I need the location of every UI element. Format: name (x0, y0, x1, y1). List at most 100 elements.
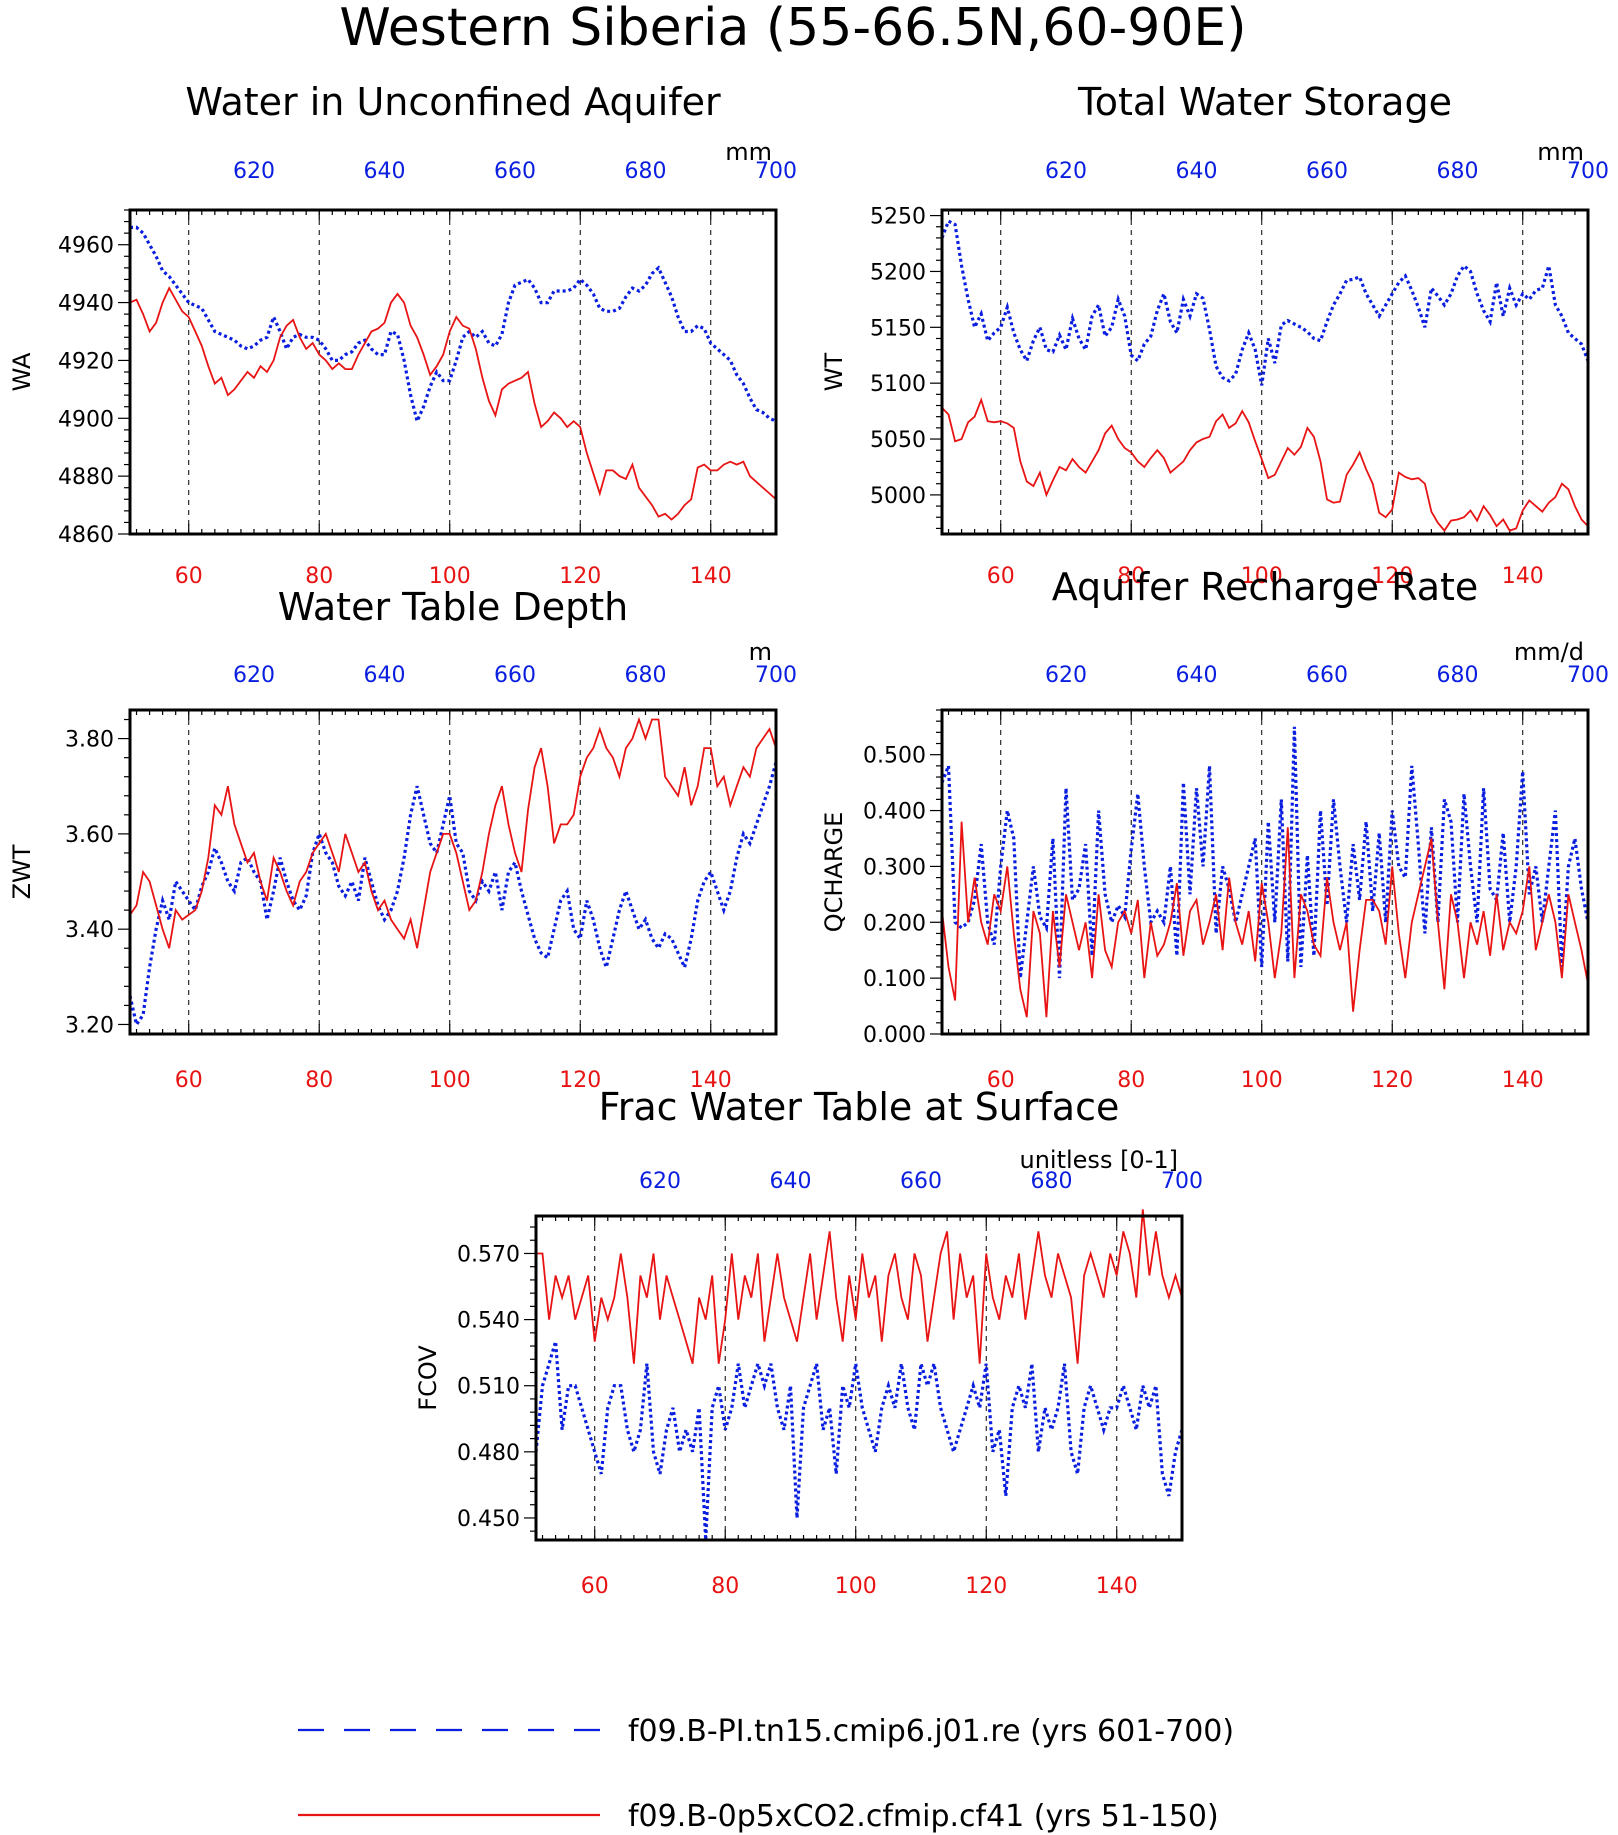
x-tick-label-bottom: 120 (559, 1068, 601, 1093)
y-tick-label: 0.000 (863, 1023, 926, 1048)
x-tick-label-top: 660 (1306, 663, 1348, 688)
x-tick-label-top: 700 (755, 663, 797, 688)
x-tick-label-top: 680 (624, 159, 666, 184)
legend-label-series-a: f09.B-PI.tn15.cmip6.j01.re (yrs 601-700) (628, 1714, 1234, 1749)
x-tick-label-bottom: 80 (1117, 1068, 1145, 1093)
y-tick-label: 0.450 (457, 1507, 520, 1532)
y-tick-label: 3.40 (65, 918, 114, 943)
panel-title: Aquifer Recharge Rate (1052, 565, 1479, 609)
series-line-blue (130, 225, 777, 427)
y-tick-label: 5200 (870, 260, 926, 285)
x-tick-label-top: 680 (1436, 663, 1478, 688)
y-tick-label: 3.60 (65, 823, 114, 848)
x-tick-label-bottom: 80 (305, 564, 333, 589)
x-tick-label-bottom: 120 (559, 564, 601, 589)
x-tick-label-bottom: 80 (1117, 564, 1145, 589)
x-tick-label-top: 640 (1175, 663, 1217, 688)
y-axis-label: QCHARGE (820, 812, 848, 933)
chart-panel: 4860 4880 4900 4920 4940 4960 60 80 100 120 140 620… (8, 80, 797, 589)
x-tick-label-bottom: 100 (1241, 1068, 1283, 1093)
y-tick-label: 5150 (870, 316, 926, 341)
x-tick-label-bottom: 100 (429, 1068, 471, 1093)
series-line-blue (534, 1341, 1184, 1541)
y-tick-label: 0.570 (457, 1242, 520, 1267)
x-tick-label-bottom: 60 (175, 564, 203, 589)
units-label: m (749, 638, 772, 666)
panel-title: Frac Water Table at Surface (599, 1085, 1120, 1129)
x-tick-label-top: 680 (624, 663, 666, 688)
units-label: mm (1537, 138, 1584, 166)
x-tick-label-top: 660 (900, 1169, 942, 1194)
x-tick-label-top: 640 (363, 159, 405, 184)
x-tick-label-top: 700 (755, 159, 797, 184)
x-tick-label-top: 660 (494, 159, 536, 184)
y-tick-label: 5250 (870, 205, 926, 230)
y-tick-label: 0.300 (863, 855, 926, 880)
plot-frame (128, 208, 778, 536)
chart-panel: 3.20 3.40 3.60 3.80 60 80 100 120 140 620 640 660 68… (8, 585, 797, 1093)
y-tick-label: 5000 (870, 484, 926, 509)
chart-panel: 0.000 0.100 0.200 0.300 0.400 0.500 60 80 100 120… (820, 565, 1609, 1093)
panel-title: Total Water Storage (1077, 80, 1452, 124)
plot-frame (940, 708, 1590, 1036)
units-label: unitless [0-1] (1020, 1146, 1179, 1174)
x-tick-label-bottom: 140 (1096, 1574, 1138, 1599)
x-tick-label-bottom: 140 (690, 1068, 732, 1093)
x-tick-label-bottom: 60 (175, 1068, 203, 1093)
series-line-red (941, 821, 1589, 1018)
x-tick-label-bottom: 140 (1502, 1068, 1544, 1093)
y-tick-label: 0.480 (457, 1441, 520, 1466)
series-line-blue (128, 761, 778, 1029)
x-tick-label-bottom: 140 (1502, 564, 1544, 589)
y-tick-label: 0.100 (863, 967, 926, 992)
x-tick-label-bottom: 100 (1241, 564, 1283, 589)
y-axis-label: WA (8, 352, 36, 391)
x-tick-label-bottom: 100 (429, 564, 471, 589)
x-tick-label-bottom: 60 (987, 1068, 1015, 1093)
y-tick-label: 0.510 (457, 1375, 520, 1400)
x-tick-label-top: 660 (1306, 159, 1348, 184)
units-label: mm (725, 138, 772, 166)
y-tick-label: 0.540 (457, 1309, 520, 1334)
x-tick-label-top: 660 (494, 663, 536, 688)
series-line-red (129, 716, 777, 949)
series-line-red (129, 286, 777, 521)
x-tick-label-top: 620 (639, 1169, 681, 1194)
plot-frame (940, 208, 1590, 536)
y-axis-label: ZWT (8, 844, 36, 899)
x-tick-label-top: 700 (1161, 1169, 1203, 1194)
series-line-red (536, 1209, 1183, 1364)
units-label: mm/d (1514, 638, 1584, 666)
x-tick-label-top: 620 (1045, 663, 1087, 688)
chart-panel: 5000 5050 5100 5150 5200 5250 60 80 100 120 140 620… (820, 80, 1609, 589)
y-tick-label: 3.20 (65, 1013, 114, 1038)
x-tick-label-bottom: 120 (1371, 1068, 1413, 1093)
chart-panel: 0.450 0.480 0.510 0.540 0.570 60 80 100 120 140 62… (414, 1085, 1203, 1599)
y-tick-label: 4860 (58, 523, 114, 548)
x-tick-label-top: 700 (1567, 663, 1609, 688)
x-tick-label-bottom: 80 (305, 1068, 333, 1093)
panel-title: Water in Unconfined Aquifer (185, 80, 721, 124)
x-tick-label-top: 620 (233, 159, 275, 184)
x-tick-label-bottom: 60 (581, 1574, 609, 1599)
x-tick-label-top: 680 (1030, 1169, 1072, 1194)
x-tick-label-top: 640 (363, 663, 405, 688)
legend-label-series-b: f09.B-0p5xCO2.cfmip.cf41 (yrs 51-150) (628, 1799, 1219, 1834)
x-tick-label-top: 680 (1436, 159, 1478, 184)
series-line-blue (940, 218, 1590, 386)
x-tick-label-top: 620 (233, 663, 275, 688)
y-tick-label: 4960 (58, 234, 114, 259)
x-tick-label-top: 640 (769, 1169, 811, 1194)
y-tick-label: 4900 (58, 407, 114, 432)
y-axis-label: FCOV (414, 1345, 442, 1411)
x-tick-label-bottom: 100 (835, 1574, 877, 1599)
series-line-blue (940, 726, 1590, 979)
x-tick-label-top: 640 (1175, 159, 1217, 184)
y-tick-label: 5050 (870, 428, 926, 453)
x-tick-label-bottom: 120 (1371, 564, 1413, 589)
plot-frame (534, 1214, 1184, 1542)
figure-title: Western Siberia (55-66.5N,60-90E) (339, 0, 1246, 58)
y-tick-label: 0.200 (863, 911, 926, 936)
x-tick-label-top: 700 (1567, 159, 1609, 184)
